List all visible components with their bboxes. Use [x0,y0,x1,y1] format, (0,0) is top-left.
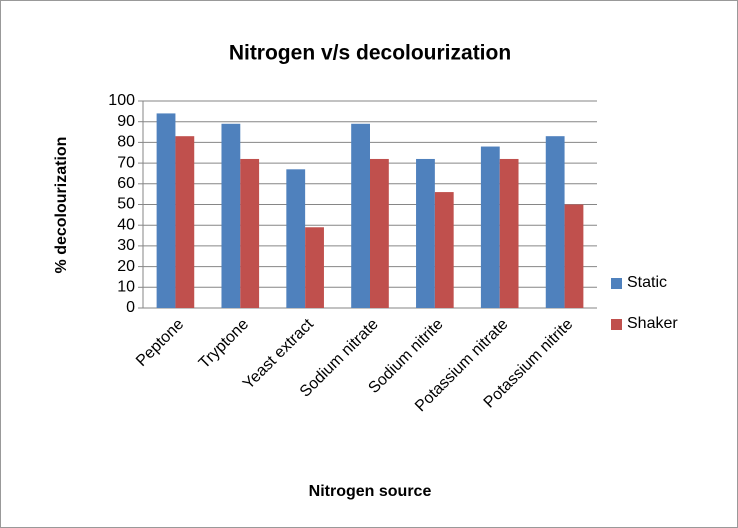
bar [156,113,176,308]
y-tick-label: 30 [117,237,135,254]
y-tick-label: 70 [117,154,135,171]
bar [499,158,519,308]
bar [175,136,195,308]
bar [221,123,241,309]
chart-title: Nitrogen v/s decolourization [229,42,511,65]
y-tick-label: 60 [117,175,135,192]
bar [434,192,454,308]
bar [286,169,306,308]
legend-label: Static [627,274,667,291]
bar [480,146,500,308]
bar [416,158,435,308]
y-tick-label: 80 [117,134,135,151]
bar [351,123,370,309]
y-tick-label: 50 [117,196,135,213]
bar [305,227,324,308]
legend-label: Shaker [627,315,678,332]
y-tick-label: 40 [117,216,135,233]
legend-swatch [611,319,622,330]
y-tick-label: 0 [126,299,135,316]
bar [564,204,584,308]
bar [240,158,260,308]
y-tick-label: 20 [117,258,135,275]
bar [545,136,565,308]
y-axis-title: % decolourization [53,137,70,274]
y-tick-label: 100 [108,92,135,109]
y-tick-label: 10 [117,279,135,296]
y-tick-label: 90 [117,113,135,130]
x-axis-title: Nitrogen source [309,483,432,500]
legend-swatch [611,278,622,289]
bar [370,158,389,308]
